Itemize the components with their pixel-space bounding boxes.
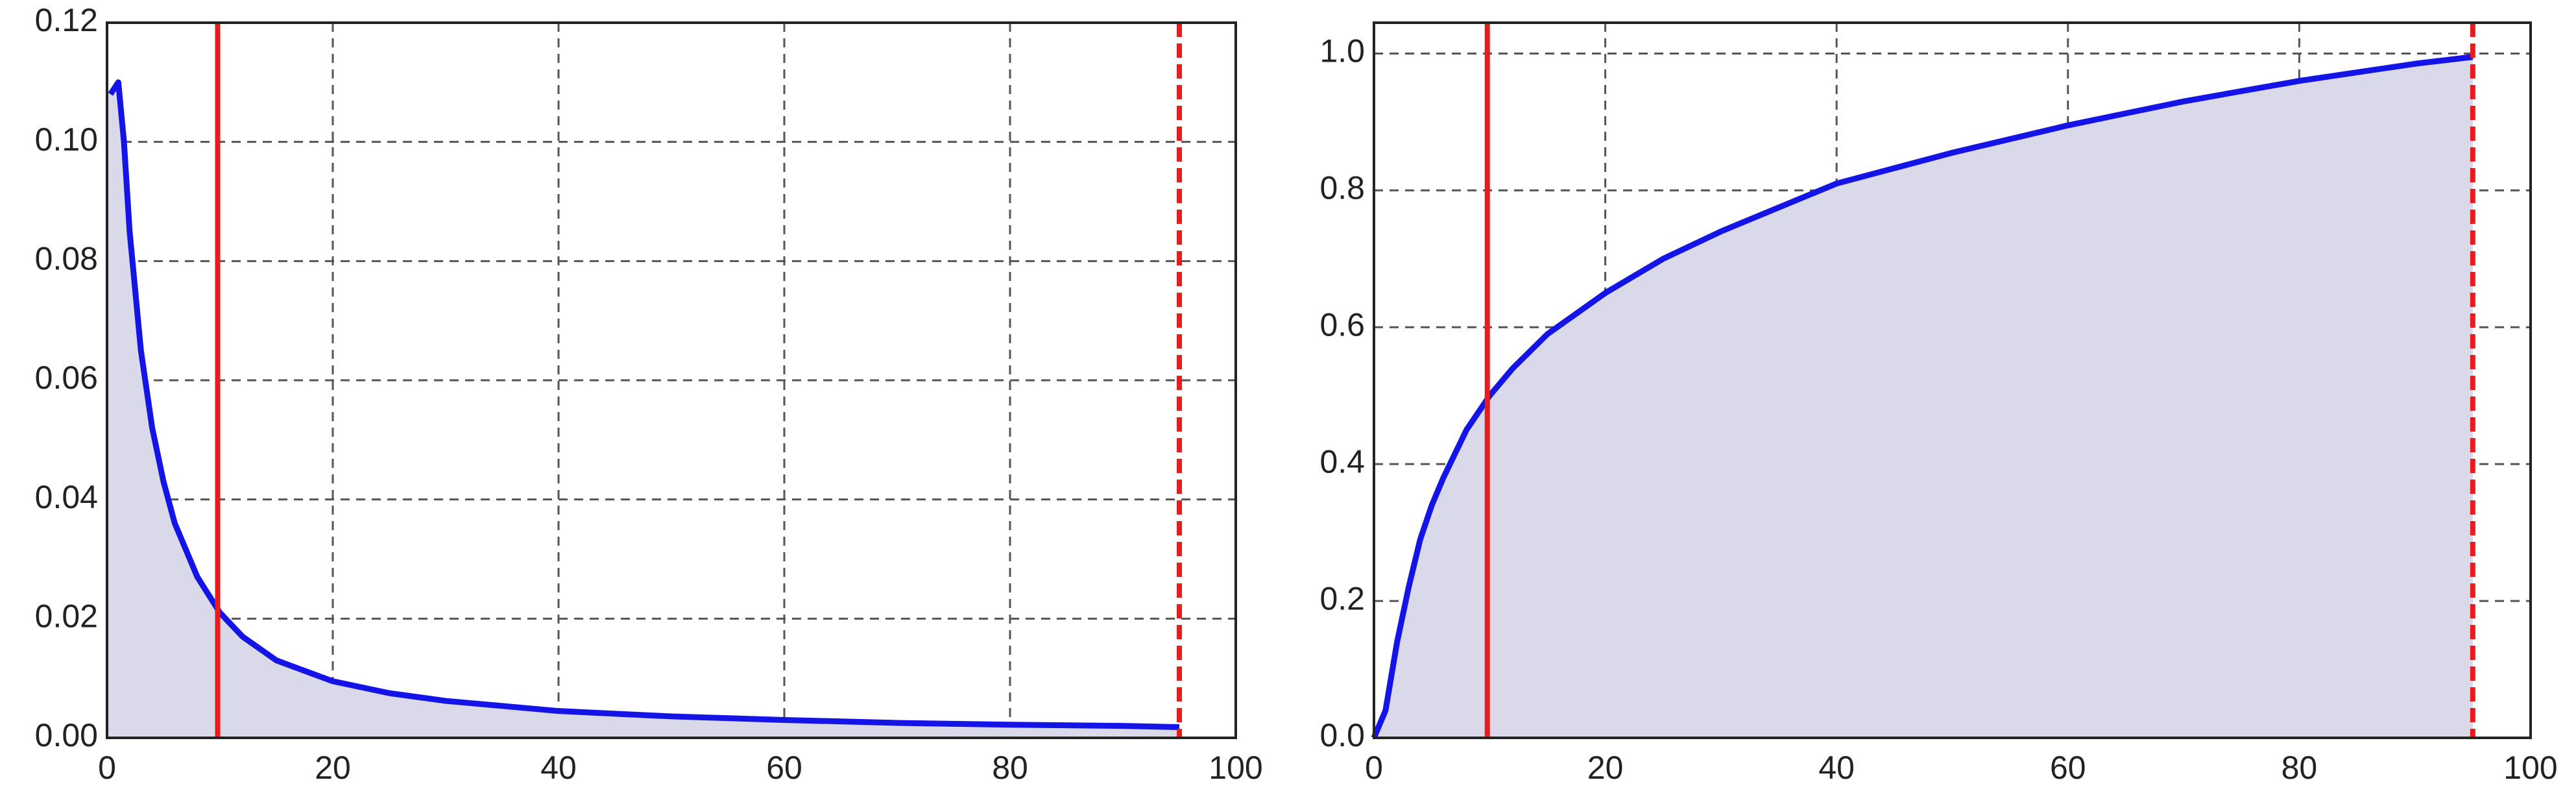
y-tick-label: 0.08 [35, 241, 98, 277]
x-tick-label: 100 [2503, 750, 2557, 786]
x-tick-label: 40 [1818, 750, 1855, 786]
y-tick-label: 1.0 [1319, 33, 1365, 69]
y-tick-label: 0.00 [35, 717, 98, 753]
y-tick-label: 0.8 [1319, 170, 1365, 206]
line [108, 79, 1180, 730]
y-tick-label: 0.06 [35, 360, 98, 396]
x-tick-label: 40 [540, 750, 577, 786]
y-tick-label: 0.4 [1319, 443, 1365, 480]
x-tick-label: 80 [2281, 750, 2318, 786]
x-tick-label: 20 [1587, 750, 1624, 786]
y-tick-label: 0.2 [1319, 580, 1365, 616]
area-fill [1374, 56, 2473, 738]
x-tick-label: 0 [98, 750, 116, 786]
x-tick-label: 0 [1365, 750, 1383, 786]
y-tick-label: 0.12 [35, 2, 98, 38]
y-tick-label: 0.6 [1319, 306, 1365, 343]
x-tick-label: 60 [766, 750, 802, 786]
y-tick-label: 0.10 [35, 121, 98, 158]
area-fill [107, 82, 1179, 738]
y-tick-label: 0.0 [1319, 717, 1365, 753]
plot-frame [1373, 21, 2532, 739]
plot-frame [106, 21, 1237, 739]
line [1371, 54, 2474, 739]
x-tick-label: 20 [315, 750, 351, 786]
x-tick-label: 60 [2050, 750, 2086, 786]
x-tick-label: 100 [1209, 750, 1262, 786]
y-tick-label: 0.04 [35, 479, 98, 515]
x-tick-label: 80 [992, 750, 1028, 786]
y-tick-label: 0.02 [35, 598, 98, 635]
